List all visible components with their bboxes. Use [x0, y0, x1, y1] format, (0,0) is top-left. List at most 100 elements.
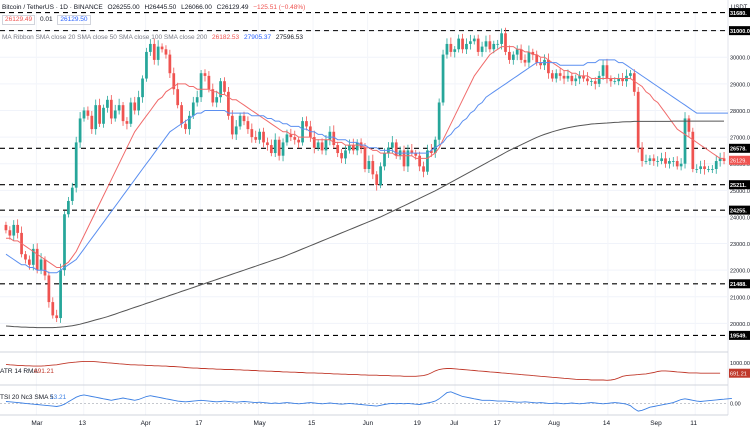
candle-body — [484, 41, 488, 47]
candle-body — [418, 155, 422, 167]
price-level-tag — [729, 8, 750, 18]
ma20-value: 26182.53 — [212, 34, 240, 41]
candle-body — [98, 105, 101, 124]
candle-body — [31, 248, 35, 265]
candle-body — [242, 115, 246, 122]
candle-body — [328, 131, 332, 140]
trade-box-row: 26129.49 0.01 26129.50 — [2, 14, 94, 26]
candle-body — [527, 51, 531, 63]
candle-body — [511, 54, 515, 60]
ma50-value: 27905.37 — [243, 34, 272, 41]
candle-body — [152, 43, 156, 60]
candle-body — [703, 166, 706, 170]
candle-body — [363, 147, 367, 170]
candle-body — [266, 142, 269, 146]
candle-body — [621, 78, 624, 82]
candle-body — [668, 161, 671, 164]
tsi-legend-name: TSI 20 Nc3 SMA 5 — [0, 394, 54, 401]
y-tick-label: 23000.00 — [730, 242, 750, 248]
y-tick-label: 26000.00 — [730, 162, 750, 168]
candle-body — [570, 75, 574, 82]
candle-body — [617, 78, 621, 82]
candle-body — [344, 150, 347, 159]
candle-body — [90, 115, 94, 130]
candle-body — [63, 214, 66, 271]
candle-body — [12, 224, 16, 236]
candle-body — [613, 81, 617, 82]
candle-body — [586, 78, 589, 82]
candle-body — [652, 158, 656, 162]
candle-body — [472, 38, 476, 42]
candle-body — [687, 118, 691, 132]
y-tick-label: 25000.00 — [730, 189, 750, 195]
candle-body — [593, 81, 597, 84]
candle-body — [379, 166, 382, 185]
candle-body — [578, 75, 582, 79]
candle-body — [675, 161, 679, 167]
candle-body — [188, 115, 191, 130]
candle-body — [348, 145, 351, 151]
price-level-label: 26578. — [730, 147, 747, 153]
candle-body — [191, 102, 195, 116]
atr-legend-name: ATR 14 RMA — [0, 368, 38, 375]
candle-body — [422, 166, 425, 172]
candle-body — [402, 150, 406, 167]
buy-button[interactable]: 26129.50 — [57, 15, 91, 25]
atr-legend-value: 691.21 — [34, 368, 54, 375]
candle-body — [164, 49, 168, 55]
candle-body — [113, 110, 117, 119]
candle-body — [453, 49, 457, 52]
candle-body — [250, 129, 254, 138]
candle-body — [4, 224, 8, 231]
candle-body — [176, 89, 180, 106]
y-tick-label: 29000.00 — [730, 82, 750, 88]
candle-body — [35, 248, 39, 271]
candle-body — [383, 153, 386, 167]
price-level-tag — [729, 330, 750, 340]
candle-body — [184, 123, 187, 130]
tsi-line — [5, 391, 732, 412]
series-line-sma-close-200 — [5, 120, 724, 329]
candle-body — [355, 142, 359, 151]
candle-body — [640, 147, 644, 162]
price-level-label: 21488. — [730, 282, 747, 288]
series-line-sma-close-20 — [6, 46, 724, 268]
candle-body — [710, 169, 714, 170]
candle-body — [414, 153, 418, 156]
y-tick-label: 24000.00 — [730, 215, 750, 221]
candle-body — [562, 75, 566, 79]
change-value: −125.51 (−0.48%) — [253, 4, 306, 11]
ma-ribbon-legend[interactable]: MA Ribbon SMA close 20 SMA close 50 SMA … — [2, 32, 306, 44]
atr-value-tag — [729, 368, 750, 378]
candle-body — [695, 169, 699, 170]
candle-body — [281, 142, 285, 156]
candle-body — [539, 62, 542, 66]
last-price-label: 26129. — [730, 159, 747, 165]
candle-body — [78, 118, 82, 143]
currency-label[interactable]: USDT — [731, 5, 748, 11]
candle-body — [480, 46, 484, 52]
candle-body — [722, 158, 726, 162]
candle-body — [718, 158, 722, 162]
candle-body — [629, 73, 632, 76]
y-tick-label: 22000.00 — [730, 269, 750, 275]
sell-button[interactable]: 26129.49 — [2, 15, 36, 25]
candle-body — [597, 75, 601, 84]
candle-body — [445, 43, 449, 55]
candle-body — [28, 259, 31, 265]
price-level-tag — [729, 279, 750, 289]
symbol-title[interactable]: Bitcoin / TetherUS · 1D · BINANCE — [2, 4, 103, 11]
candle-body — [55, 315, 59, 319]
candle-body — [547, 59, 550, 74]
atr-value-tag-label: 691.21 — [730, 372, 747, 378]
x-tick-label: 15 — [308, 420, 316, 427]
candle-body — [207, 75, 211, 90]
candle-body — [465, 43, 468, 50]
candle-body — [457, 38, 461, 50]
price-level-tag — [729, 143, 750, 153]
price-level-tag — [729, 205, 750, 215]
candle-body — [519, 49, 523, 60]
candle-body — [406, 150, 410, 167]
